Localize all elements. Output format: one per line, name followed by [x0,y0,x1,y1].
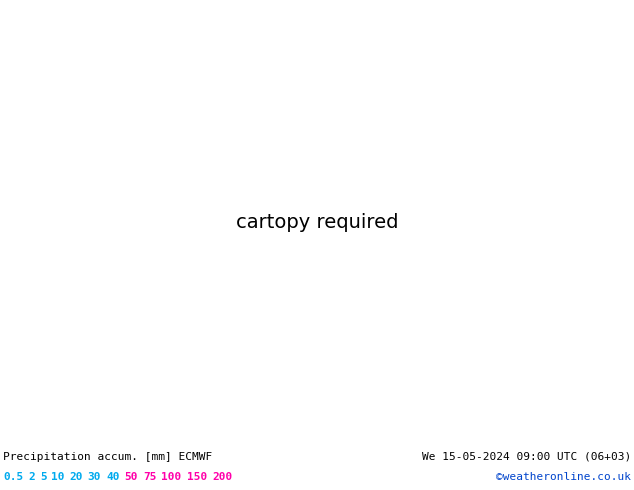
Text: 75: 75 [143,472,157,482]
Text: 10: 10 [51,472,65,482]
Text: 20: 20 [69,472,83,482]
Text: 100: 100 [162,472,182,482]
Text: ©weatheronline.co.uk: ©weatheronline.co.uk [496,472,631,482]
Text: 0.5: 0.5 [3,472,23,482]
Text: 40: 40 [107,472,120,482]
Text: cartopy required: cartopy required [236,213,398,232]
Text: 150: 150 [187,472,207,482]
Text: Precipitation accum. [mm] ECMWF: Precipitation accum. [mm] ECMWF [3,452,212,462]
Text: 50: 50 [125,472,138,482]
Text: 5: 5 [40,472,46,482]
Text: 30: 30 [87,472,101,482]
Text: 2: 2 [29,472,36,482]
Text: We 15-05-2024 09:00 UTC (06+03): We 15-05-2024 09:00 UTC (06+03) [422,452,631,462]
Text: 200: 200 [212,472,233,482]
